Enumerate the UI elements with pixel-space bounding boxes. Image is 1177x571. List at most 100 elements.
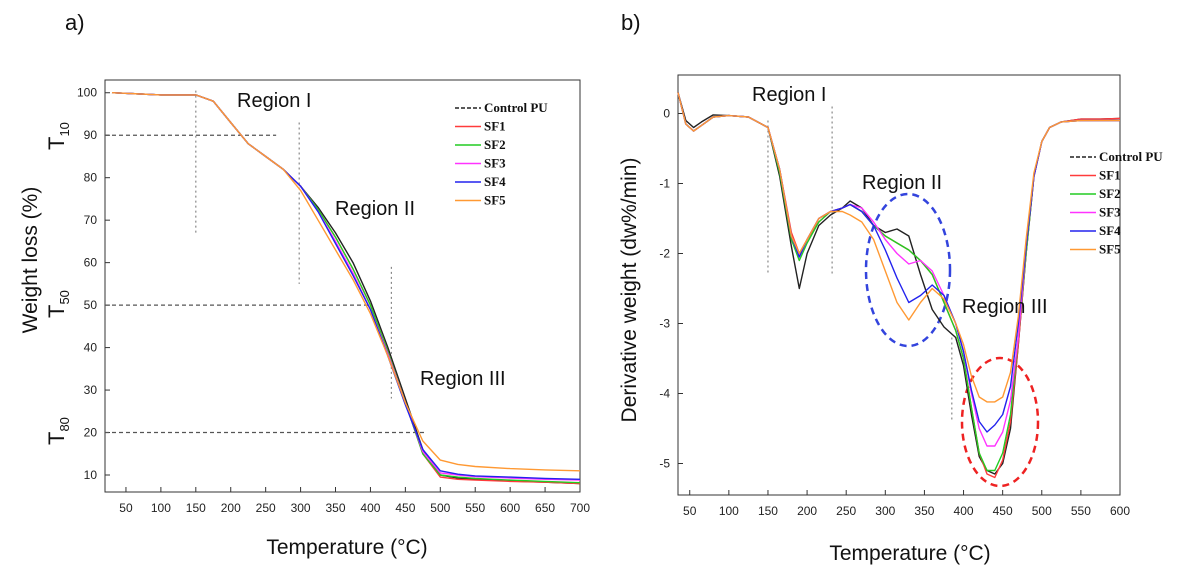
b-y-tick-label: -5 (659, 457, 670, 471)
b-x-tick-label: 50 (683, 504, 697, 518)
a-x-tick-label: 700 (570, 501, 590, 515)
panel-a-series (111, 92, 581, 485)
b-series-line-sf3 (677, 92, 1120, 447)
a-series-line-control-pu (111, 92, 581, 485)
b-legend-label-sf1: SF1 (1099, 168, 1121, 183)
a-x-tick-label: 150 (186, 501, 206, 515)
a-series-line-sf5 (111, 92, 581, 472)
a-x-tick-label: 450 (395, 501, 415, 515)
threshold-t80-main: T (44, 432, 69, 445)
a-y-tick-label: 100 (77, 86, 97, 100)
a-y-tick-label: 80 (84, 171, 98, 185)
b-x-tick-label: 300 (875, 504, 895, 518)
panel-a-y-axis-title: Weight loss (%) (19, 187, 42, 334)
b-x-tick-label: 200 (797, 504, 817, 518)
a-legend-label-sf4: SF4 (484, 174, 506, 189)
b-legend-label-sf5: SF5 (1099, 242, 1121, 257)
a-y-tick-label: 90 (84, 128, 98, 142)
panel-a-region-1-label: Region I (237, 90, 312, 112)
a-x-tick-label: 100 (151, 501, 171, 515)
a-legend-label-control-pu: Control PU (484, 100, 548, 115)
b-legend-label-control-pu: Control PU (1099, 149, 1163, 164)
a-y-tick-label: 30 (84, 383, 98, 397)
a-x-tick-label: 600 (500, 501, 520, 515)
a-y-tick-label: 50 (84, 298, 98, 312)
region-iii-highlight-ellipse (960, 356, 1040, 488)
panel-b-region-2-label: Region II (862, 172, 942, 194)
a-legend-label-sf3: SF3 (484, 156, 506, 171)
panel-b-plot-frame (677, 74, 1121, 496)
a-x-tick-label: 400 (360, 501, 380, 515)
a-series-line-sf2 (111, 92, 581, 484)
b-x-tick-label: 450 (993, 504, 1013, 518)
a-y-tick-label: 70 (84, 213, 98, 227)
b-x-tick-label: 350 (914, 504, 934, 518)
panel-a-region-2-label: Region II (335, 198, 415, 220)
panel-b-y-ticks: 0 -1 -2 -3 -4 -5 (659, 107, 683, 471)
a-x-tick-label: 50 (119, 501, 133, 515)
a-series-line-sf1 (111, 92, 581, 485)
b-x-tick-label: 150 (758, 504, 778, 518)
b-x-tick-label: 100 (719, 504, 739, 518)
threshold-label-t50: T50 (44, 290, 72, 318)
threshold-t10-sub: 10 (57, 122, 72, 136)
a-x-tick-label: 250 (256, 501, 276, 515)
panel-a-plot-frame (104, 79, 581, 493)
panel-b-region-1-label: Region I (752, 84, 827, 106)
b-series-line-sf1 (677, 92, 1121, 479)
b-series-line-sf4 (677, 92, 1120, 433)
b-legend-label-sf3: SF3 (1099, 205, 1121, 220)
b-y-tick-label: -3 (659, 317, 670, 331)
panel-b-guides (767, 106, 1040, 488)
a-legend-label-sf5: SF5 (484, 193, 506, 208)
a-x-tick-label: 200 (221, 501, 241, 515)
panel-a: a) 50 100 150 200 250 300 350 400 450 500 550 600 65… (19, 10, 590, 559)
panel-b-x-ticks: 50 100 150 200 250 300 350 400 450 500 550 600 (683, 490, 1130, 518)
panel-a-label: a) (65, 10, 85, 35)
a-series-line-sf3 (111, 92, 581, 481)
threshold-label-t10: T10 (44, 122, 72, 150)
b-x-tick-label: 250 (836, 504, 856, 518)
threshold-t50-sub: 50 (57, 290, 72, 304)
panel-b-series (677, 92, 1121, 479)
panel-a-region-3-label: Region III (420, 368, 506, 390)
threshold-t10-main: T (44, 137, 69, 150)
b-x-tick-label: 550 (1071, 504, 1091, 518)
panel-b-y-axis-title: Derivative weight (dw%/min) (618, 158, 641, 423)
panel-a-x-axis-title: Temperature (°C) (266, 536, 427, 559)
a-series-line-sf4 (111, 92, 581, 480)
panel-a-y-ticks: 10 20 30 40 50 60 70 80 90 100 (77, 86, 110, 482)
panel-a-guides (105, 90, 427, 434)
threshold-label-t80: T80 (44, 417, 72, 445)
a-x-tick-label: 500 (430, 501, 450, 515)
b-y-tick-label: 0 (663, 107, 670, 121)
a-y-tick-label: 10 (84, 468, 98, 482)
panel-b-region-3-label: Region III (962, 296, 1048, 318)
b-legend-label-sf2: SF2 (1099, 186, 1121, 201)
panel-a-x-ticks: 50 100 150 200 250 300 350 400 450 500 550 600 650 70… (119, 487, 590, 515)
a-y-tick-label: 60 (84, 256, 98, 270)
a-legend-label-sf2: SF2 (484, 137, 506, 152)
panel-b-x-axis-title: Temperature (°C) (829, 542, 990, 565)
b-x-tick-label: 500 (1032, 504, 1052, 518)
a-y-tick-label: 40 (84, 341, 98, 355)
threshold-t50-main: T (44, 305, 69, 318)
a-y-tick-label: 20 (84, 426, 98, 440)
region-ii-highlight-ellipse (864, 192, 952, 348)
panel-a-legend: Control PU SF1 SF2 SF3 SF4 SF5 (455, 100, 548, 208)
b-x-tick-label: 600 (1110, 504, 1130, 518)
a-x-tick-label: 350 (325, 501, 345, 515)
b-y-tick-label: -2 (659, 247, 670, 261)
a-legend-label-sf1: SF1 (484, 119, 506, 134)
b-y-tick-label: -1 (659, 177, 670, 191)
panel-b: b) 50 100 150 200 250 300 350 400 450 500 550 600 0… (618, 10, 1163, 565)
a-x-tick-label: 550 (465, 501, 485, 515)
a-x-tick-label: 300 (291, 501, 311, 515)
b-series-line-sf5 (677, 92, 1120, 403)
a-x-tick-label: 650 (535, 501, 555, 515)
b-x-tick-label: 400 (954, 504, 974, 518)
threshold-t80-sub: 80 (57, 417, 72, 431)
b-y-tick-label: -4 (659, 387, 670, 401)
b-legend-label-sf4: SF4 (1099, 223, 1121, 238)
